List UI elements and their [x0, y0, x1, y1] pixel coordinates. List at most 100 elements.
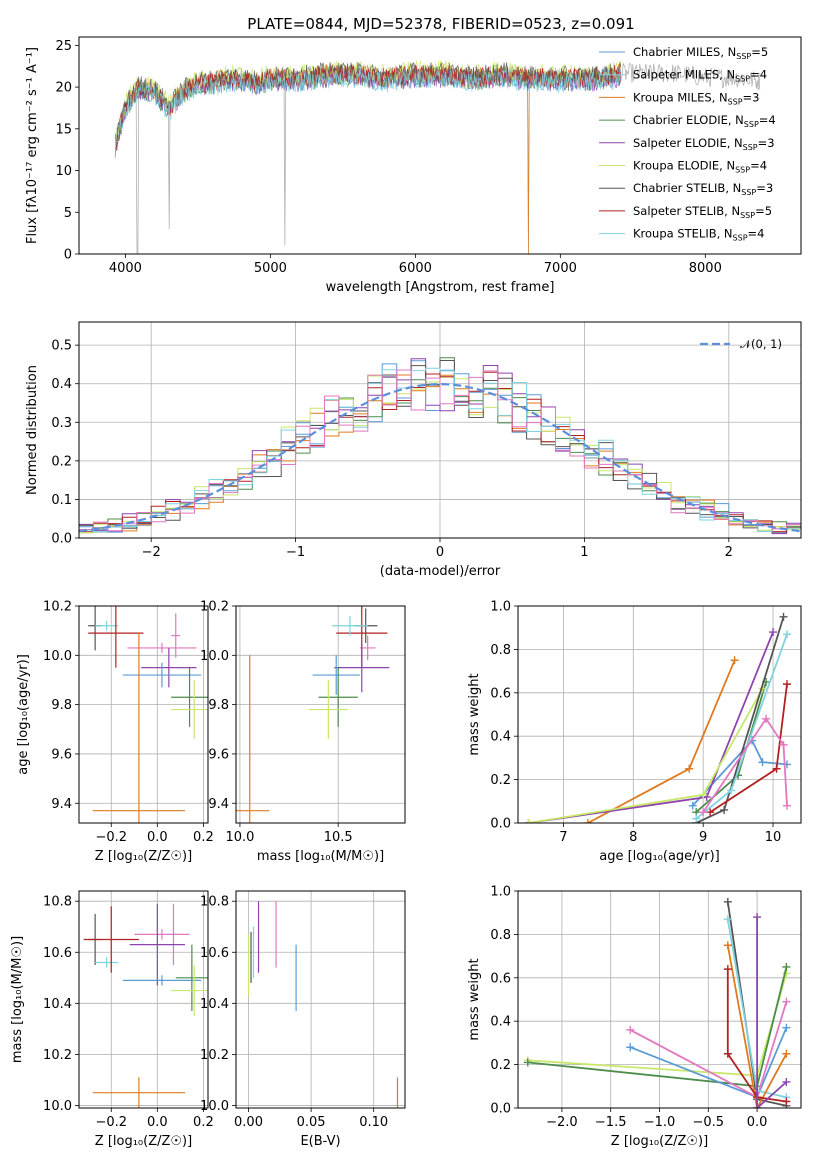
weights_vs_age-chart: 7 8 9 10 0.0 0.2 0.4 0.6 0.8 1.0 age [log₁₀(age/yr…	[467, 600, 802, 864]
weights_vs_age-plot-area	[524, 612, 792, 823]
axes-frame	[517, 890, 802, 1109]
mass_vs_EBV-ytick-label: 10.2	[200, 1048, 229, 1063]
spectrum-series-line	[114, 68, 621, 159]
residuals-xtick-label: −2	[142, 545, 161, 560]
age_vs_Z-plot-area	[88, 606, 208, 823]
spectrum-ytick-label: 15	[55, 122, 72, 137]
weights_vs_Z-ytick-label: 0.6	[490, 971, 511, 986]
mass_vs_EBV-xtick-label: 0.05	[297, 1115, 326, 1130]
legend-entry-label: Chabrier STELIB, N	[633, 181, 741, 195]
legend-entry-suffix: =4	[750, 159, 767, 173]
weight-marker	[583, 819, 592, 823]
weight-marker	[688, 801, 697, 810]
age_vs_Z-ytick-label: 9.8	[51, 698, 72, 713]
residuals-ytick-label: 0.0	[51, 532, 72, 547]
age_vs_Z-ytick-label: 10.2	[43, 600, 72, 615]
mass_vs_EBV-ytick-label: 10.0	[200, 1099, 229, 1114]
weight-marker	[779, 740, 788, 749]
legend-entry-suffix: =4	[748, 227, 765, 241]
axes-frame	[78, 605, 209, 824]
age_vs_mass-ytick-label: 9.8	[208, 698, 229, 713]
residuals-xlabel: (data-model)/error	[380, 564, 501, 579]
mass_vs_Z-ylabel: mass [log₁₀(M/M☉)]	[10, 936, 25, 1063]
age_vs_mass-xtick-label: 10.0	[225, 830, 254, 845]
legend-entry: Kroupa MILES, NSSP=3	[633, 90, 759, 106]
legend-entry-suffix: =5	[751, 45, 768, 59]
spectrum-ytick-label: 5	[64, 206, 72, 221]
weights_vs_Z-xtick-label: −2.0	[546, 1115, 578, 1130]
legend-entry-suffix: =3	[743, 90, 760, 104]
weight-marker	[699, 790, 708, 799]
weights_vs_age-ytick-label: 0.8	[490, 643, 511, 658]
spectrum-plot-area	[114, 60, 761, 254]
mass_vs_Z-plot-area	[83, 903, 208, 1108]
residuals-ylabel: Normed distribution	[25, 365, 40, 495]
weights_vs_Z-ytick-label: 0.2	[490, 1058, 511, 1073]
age_vs_mass-xlabel: mass [log₁₀(M/M☉)]	[257, 849, 384, 864]
weights_vs_Z-xtick-label: −1.0	[644, 1115, 676, 1130]
legend-entry-sub: SSP	[740, 211, 755, 220]
mass_vs_EBV-xtick-label: 0.00	[234, 1115, 263, 1130]
weights_vs_Z-xtick-label: −0.5	[693, 1115, 725, 1130]
weight-marker	[685, 764, 694, 773]
legend-entry: Salpeter STELIB, NSSP=5	[633, 204, 772, 220]
weight-marker	[692, 814, 701, 823]
weights_vs_age-xtick-label: 7	[559, 830, 567, 845]
gaussian-curve	[79, 382, 801, 533]
residuals-xtick-label: −1	[286, 545, 305, 560]
weight-marker	[699, 808, 708, 817]
legend-entry: Kroupa STELIB, NSSP=4	[633, 227, 764, 243]
age_vs_mass-ytick-label: 10.0	[200, 649, 229, 664]
legend-entry-suffix: =3	[758, 136, 775, 150]
weight-series-line	[726, 969, 787, 1103]
legend-entry: Chabrier ELODIE, NSSP=4	[633, 113, 776, 129]
weights_vs_Z-ylabel: mass weight	[467, 958, 482, 1040]
weight-marker	[723, 965, 732, 974]
figure-title: PLATE=0844, MJD=52378, FIBERID=0523, z=0…	[247, 15, 634, 33]
residuals-legend: 𝒩(0, 1)	[700, 337, 782, 351]
age_vs_Z-xtick-label: 0.0	[147, 830, 168, 845]
weight-marker	[720, 805, 729, 814]
age_vs_Z-xtick-label: 0.2	[193, 830, 214, 845]
spectrum-ytick-label: 25	[55, 39, 72, 54]
mass_vs_Z-xlabel: Z [log₁₀(Z/Z☉)]	[95, 1134, 192, 1149]
mass_vs_Z-chart: −0.2 0.0 0.2 10.0 10.2 10.4 10.6 10.8 Z [log₁₀(Z…	[10, 890, 214, 1149]
weight-marker	[723, 941, 732, 950]
mass_vs_Z-xtick-label: −0.2	[95, 1115, 127, 1130]
age_vs_mass-ytick-label: 9.6	[208, 747, 229, 762]
weights_vs_age-xtick-label: 10	[765, 830, 782, 845]
weights_vs_age-ytick-label: 0.0	[490, 817, 511, 832]
weight-marker	[753, 913, 762, 922]
weight-marker	[783, 680, 792, 689]
legend-entry-suffix: =5	[755, 204, 772, 218]
age_vs_mass-ytick-label: 9.4	[208, 797, 229, 812]
weights_vs_Z-chart: −2.0 −1.5 −1.0 −0.5 0.0 0.0 0.2 0.4 0.6 0.8 1.0 Z […	[467, 885, 802, 1149]
age_vs_Z-ylabel: age [log₁₀(age/yr)]	[16, 654, 31, 775]
mass_vs_EBV-ytick-label: 10.8	[200, 895, 229, 910]
spectrum-xtick-label: 4000	[109, 261, 142, 276]
legend-entry-label: Kroupa MILES, N	[633, 90, 728, 104]
legend-entry-sub: SSP	[733, 234, 748, 243]
mass_vs_Z-ytick-label: 10.6	[43, 946, 72, 961]
weight-marker	[758, 758, 767, 767]
weights_vs_Z-xtick-label: 0.0	[747, 1115, 768, 1130]
residuals-xtick-label: 0	[436, 545, 444, 560]
legend-entry-sub: SSP	[736, 52, 751, 61]
weight-marker	[783, 801, 792, 810]
residuals-xtick-label: 1	[580, 545, 588, 560]
legend-entry-label: Salpeter ELODIE, N	[633, 136, 743, 150]
spectrum-ylabel: Flux [fλ10⁻¹⁷ erg cm⁻² s⁻¹ A⁻¹]	[25, 47, 40, 244]
legend-entry-label: Kroupa ELODIE, N	[633, 159, 735, 173]
spectrum-xtick-label: 6000	[399, 261, 432, 276]
legend-entry-sub: SSP	[743, 143, 758, 152]
age_vs_mass-chart: 10.0 10.5 9.4 9.6 9.8 10.0 10.2 mass [log₁₀(M/M…	[200, 600, 406, 864]
mass_vs_Z-ytick-label: 10.8	[43, 895, 72, 910]
weight-marker	[769, 628, 778, 637]
weights_vs_age-ytick-label: 0.6	[490, 686, 511, 701]
legend-entry-sub: SSP	[744, 120, 759, 129]
legend-entry-sub: SSP	[741, 188, 756, 197]
age_vs_Z-xlabel: Z [log₁₀(Z/Z☉)]	[95, 849, 192, 864]
weight-marker	[723, 897, 732, 906]
spectrum-xtick-label: 7000	[544, 261, 577, 276]
